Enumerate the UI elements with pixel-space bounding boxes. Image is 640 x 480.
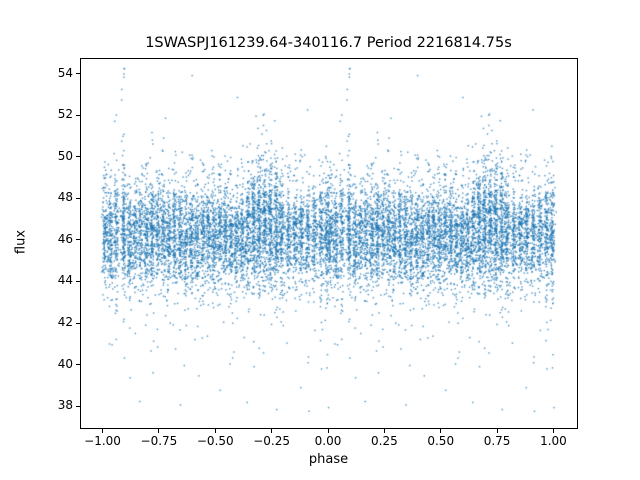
chart-title: 1SWASPJ161239.64-340116.7 Period 2216814… <box>145 35 512 51</box>
y-tick-label: 46 <box>57 231 73 246</box>
y-tick-label: 54 <box>57 65 73 80</box>
y-tick-label: 44 <box>57 273 73 288</box>
x-tick-mark <box>102 429 104 433</box>
x-tick-mark <box>271 429 273 433</box>
x-tick-mark <box>327 429 329 433</box>
y-tick-mark <box>76 156 80 158</box>
x-tick-mark <box>552 429 554 433</box>
scatter-points-canvas <box>81 59 577 428</box>
x-tick-mark <box>158 429 160 433</box>
y-tick-mark <box>76 73 80 75</box>
x-tick-label: −0.75 <box>140 434 178 448</box>
x-axis-label: phase <box>308 452 349 467</box>
y-axis-label: flux <box>13 229 29 255</box>
x-tick-label: −0.25 <box>253 434 291 448</box>
y-tick-label: 38 <box>57 398 73 413</box>
y-tick-mark <box>76 280 80 282</box>
x-tick-label: 0.25 <box>371 434 398 448</box>
x-tick-label: 1.00 <box>540 434 567 448</box>
y-tick-label: 40 <box>57 356 73 371</box>
y-tick-label: 50 <box>57 148 73 163</box>
y-tick-mark <box>76 405 80 407</box>
plot-area <box>80 58 578 429</box>
x-tick-label: −0.50 <box>196 434 234 448</box>
x-tick-label: 0.75 <box>483 434 511 448</box>
y-tick-mark <box>76 322 80 324</box>
y-tick-label: 52 <box>57 107 73 122</box>
x-tick-label: −1.00 <box>84 434 121 448</box>
x-tick-mark <box>496 429 498 433</box>
y-tick-mark <box>76 239 80 241</box>
y-tick-mark <box>76 197 80 199</box>
x-tick-label: 0.00 <box>314 434 342 448</box>
x-tick-mark <box>214 429 216 433</box>
x-tick-label: 0.50 <box>427 434 455 448</box>
y-tick-label: 42 <box>57 315 73 330</box>
y-tick-label: 48 <box>57 190 73 205</box>
x-tick-mark <box>383 429 385 433</box>
y-tick-mark <box>76 114 80 116</box>
y-tick-mark <box>76 364 80 366</box>
x-tick-mark <box>440 429 442 433</box>
